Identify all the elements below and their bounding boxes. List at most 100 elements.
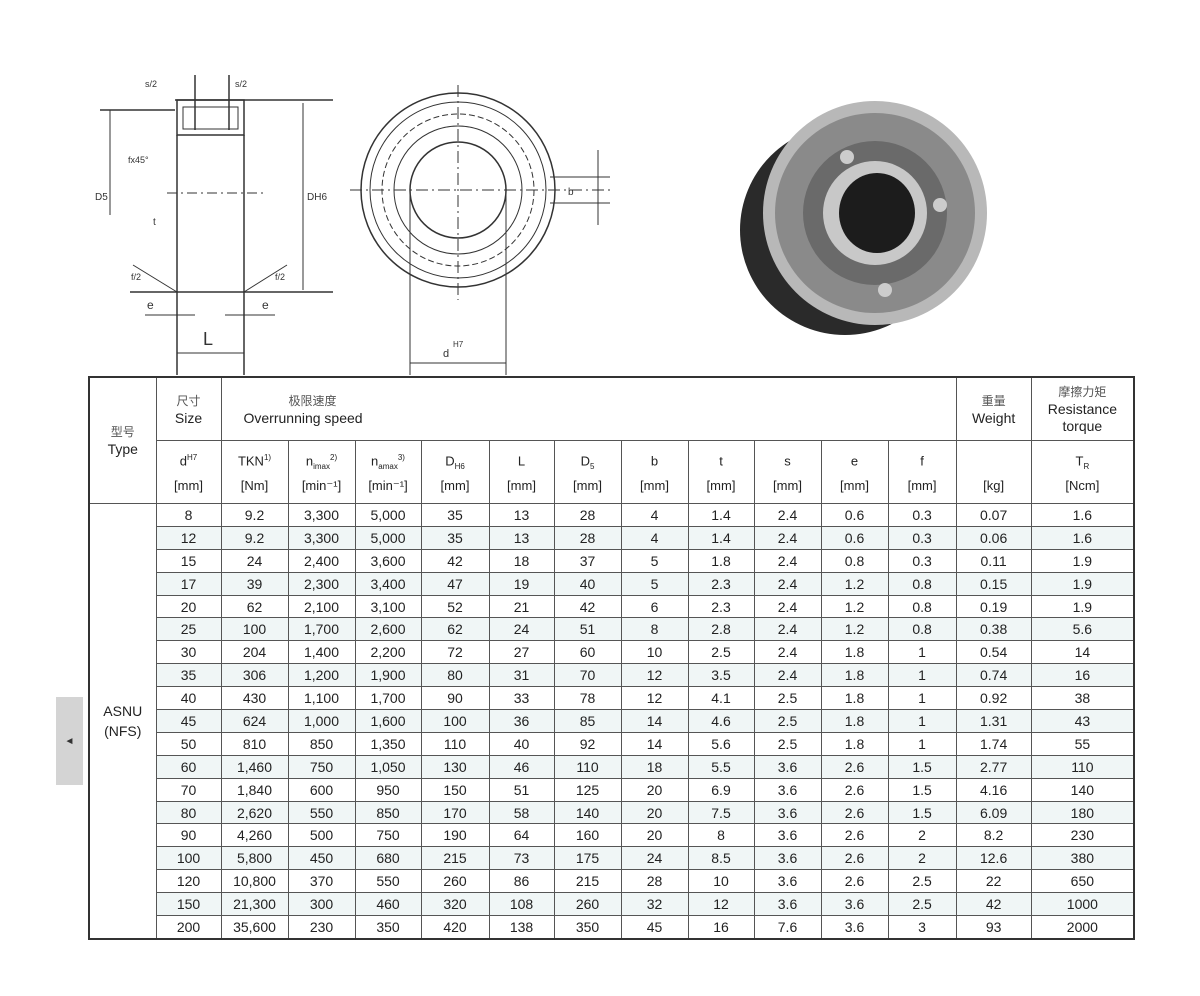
table-cell: 5,800 (220, 846, 289, 871)
label-b: b (568, 187, 574, 198)
table-cell: 650 (1030, 869, 1135, 894)
table-cell: 125 (553, 777, 622, 802)
side-view-drawing: s/2 s/2 fx45° D5 t DH6 f/2 f/2 e e L (95, 75, 333, 375)
table-cell: 3.6 (753, 823, 822, 848)
spec-table: 型号 Type 尺寸 Size 极限速度 Overrunning speed 重量 We… (88, 376, 1136, 940)
table-cell: 20 (620, 800, 689, 825)
table-cell: 1.2 (820, 594, 889, 619)
column-header: namax3) [min⁻¹] (354, 440, 422, 504)
table-cell: 2,620 (220, 800, 289, 825)
table-cell: 320 (420, 892, 490, 917)
table-cell: 3,300 (287, 525, 356, 550)
table-cell: 215 (420, 846, 490, 871)
table-cell: 1,840 (220, 777, 289, 802)
table-cell: 2,300 (287, 571, 356, 596)
table-cell: 20 (620, 777, 689, 802)
speed-header: 极限速度 Overrunning speed (220, 376, 957, 441)
table-cell: 8.5 (687, 846, 755, 871)
table-cell: 810 (220, 731, 289, 756)
table-cell: 37 (553, 548, 622, 573)
table-cell: 150 (155, 892, 222, 917)
table-cell: 0.54 (955, 640, 1032, 665)
table-row: 40 430 1,100 1,700 90 33 78 12 4.1 2.5 1.8 1 0.92 38 (89, 686, 1135, 711)
table-cell: 380 (1030, 846, 1135, 871)
table-cell: 550 (354, 869, 422, 894)
label-L: L (203, 329, 213, 349)
weight-header: 重量 Weight (955, 376, 1032, 441)
column-header: b [mm] (620, 440, 689, 504)
table-cell: 750 (287, 754, 356, 779)
table-cell: 0.38 (955, 617, 1032, 642)
table-cell: 1.9 (1030, 571, 1135, 596)
table-cell: 2.77 (955, 754, 1032, 779)
chevron-left-icon: ◄ (64, 735, 75, 747)
table-cell: 2.5 (753, 731, 822, 756)
table-cell: 80 (155, 800, 222, 825)
table-cell: 2.5 (887, 892, 957, 917)
table-cell: 110 (553, 754, 622, 779)
table-cell: 2.4 (753, 594, 822, 619)
table-cell: 78 (553, 686, 622, 711)
table-cell: 7.5 (687, 800, 755, 825)
table-cell: 45 (155, 709, 222, 733)
table-cell: 1 (887, 640, 957, 665)
table-cell: 64 (488, 823, 555, 848)
table-cell: 175 (553, 846, 622, 871)
table-cell: 28 (553, 503, 622, 527)
table-cell: 10,800 (220, 869, 289, 894)
table-cell: 62 (420, 617, 490, 642)
table-cell: 70 (553, 663, 622, 688)
table-cell: 306 (220, 663, 289, 688)
label-f-right: f/2 (275, 272, 285, 282)
table-cell: 3.6 (820, 915, 889, 940)
table-cell: 204 (220, 640, 289, 665)
table-row: 90 4,260 500 750 190 64 160 20 8 3.6 2.6 2 8.2 230 (89, 823, 1135, 848)
table-row: 45 624 1,000 1,600 100 36 85 14 4.6 2.5 1.8 1 1.31 43 (89, 709, 1135, 733)
table-cell: 120 (155, 869, 222, 894)
table-cell: 100 (155, 846, 222, 871)
table-cell: 3 (887, 915, 957, 940)
label-s-half-right: s/2 (235, 79, 247, 89)
column-header: s [mm] (753, 440, 822, 504)
table-cell: 0.6 (820, 525, 889, 550)
table-cell: 12 (620, 663, 689, 688)
table-cell: 7.6 (753, 915, 822, 940)
table-cell: 38 (1030, 686, 1135, 711)
table-cell: 51 (488, 777, 555, 802)
table-cell: 20 (620, 823, 689, 848)
table-cell: 17 (155, 571, 222, 596)
table-cell: 850 (354, 800, 422, 825)
table-cell: 85 (553, 709, 622, 733)
table-cell: 3,100 (354, 594, 422, 619)
label-e-right: e (262, 298, 269, 312)
table-cell: 36 (488, 709, 555, 733)
previous-button[interactable]: ◄ (56, 697, 83, 785)
table-cell: 370 (287, 869, 356, 894)
table-cell: 55 (1030, 731, 1135, 756)
table-cell: 0.11 (955, 548, 1032, 573)
table-cell: 2.6 (820, 800, 889, 825)
table-cell: 1.8 (820, 686, 889, 711)
table-cell: 1.4 (687, 525, 755, 550)
table-cell: 18 (620, 754, 689, 779)
table-cell: 1.8 (820, 663, 889, 688)
label-d-sup: H7 (453, 340, 464, 349)
table-cell: 8.2 (955, 823, 1032, 848)
table-cell: 5.6 (687, 731, 755, 756)
table-cell: 2.5 (687, 640, 755, 665)
label-dh6: DH6 (307, 192, 327, 203)
table-cell: 500 (287, 823, 356, 848)
table-cell: 9.2 (220, 525, 289, 550)
table-cell: 8 (620, 617, 689, 642)
table-cell: 58 (488, 800, 555, 825)
table-cell: 70 (155, 777, 222, 802)
table-cell: 14 (620, 709, 689, 733)
table-cell: 1,700 (354, 686, 422, 711)
table-cell: 51 (553, 617, 622, 642)
table-cell: 3.6 (753, 892, 822, 917)
table-cell: 4.1 (687, 686, 755, 711)
table-cell: 16 (687, 915, 755, 940)
table-cell: 0.6 (820, 503, 889, 527)
table-cell: 1,350 (354, 731, 422, 756)
table-cell: 46 (488, 754, 555, 779)
